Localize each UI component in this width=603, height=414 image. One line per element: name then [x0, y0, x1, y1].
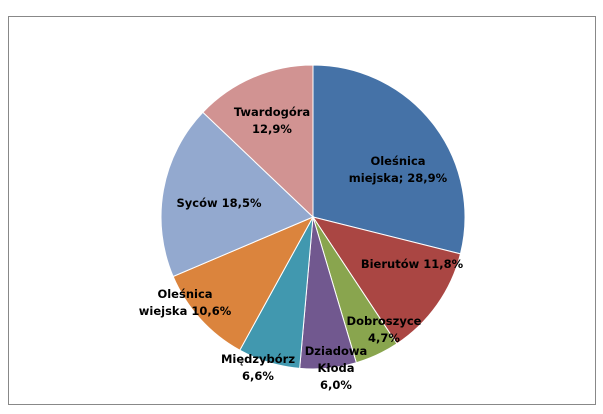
pie-slice: [312, 64, 466, 255]
data-label: Bierutów 11,8%: [361, 257, 464, 271]
data-label: Oleśnica miejska; 28,9%: [349, 154, 448, 185]
data-label: Syców 18,5%: [176, 196, 261, 210]
data-label: Międzybórz 6,6%: [221, 352, 295, 383]
data-label: Twardogóra 12,9%: [234, 105, 310, 136]
data-label: Dobroszyce 4,7%: [347, 314, 422, 345]
pie-slice: [172, 215, 315, 351]
data-label: Oleśnica wiejska 10,6%: [139, 287, 232, 318]
pie-slice: [311, 216, 462, 345]
pie-slice: [160, 111, 314, 278]
data-label: Dziadowa Kłoda 6,0%: [305, 344, 367, 392]
pie-slice: [202, 64, 314, 219]
